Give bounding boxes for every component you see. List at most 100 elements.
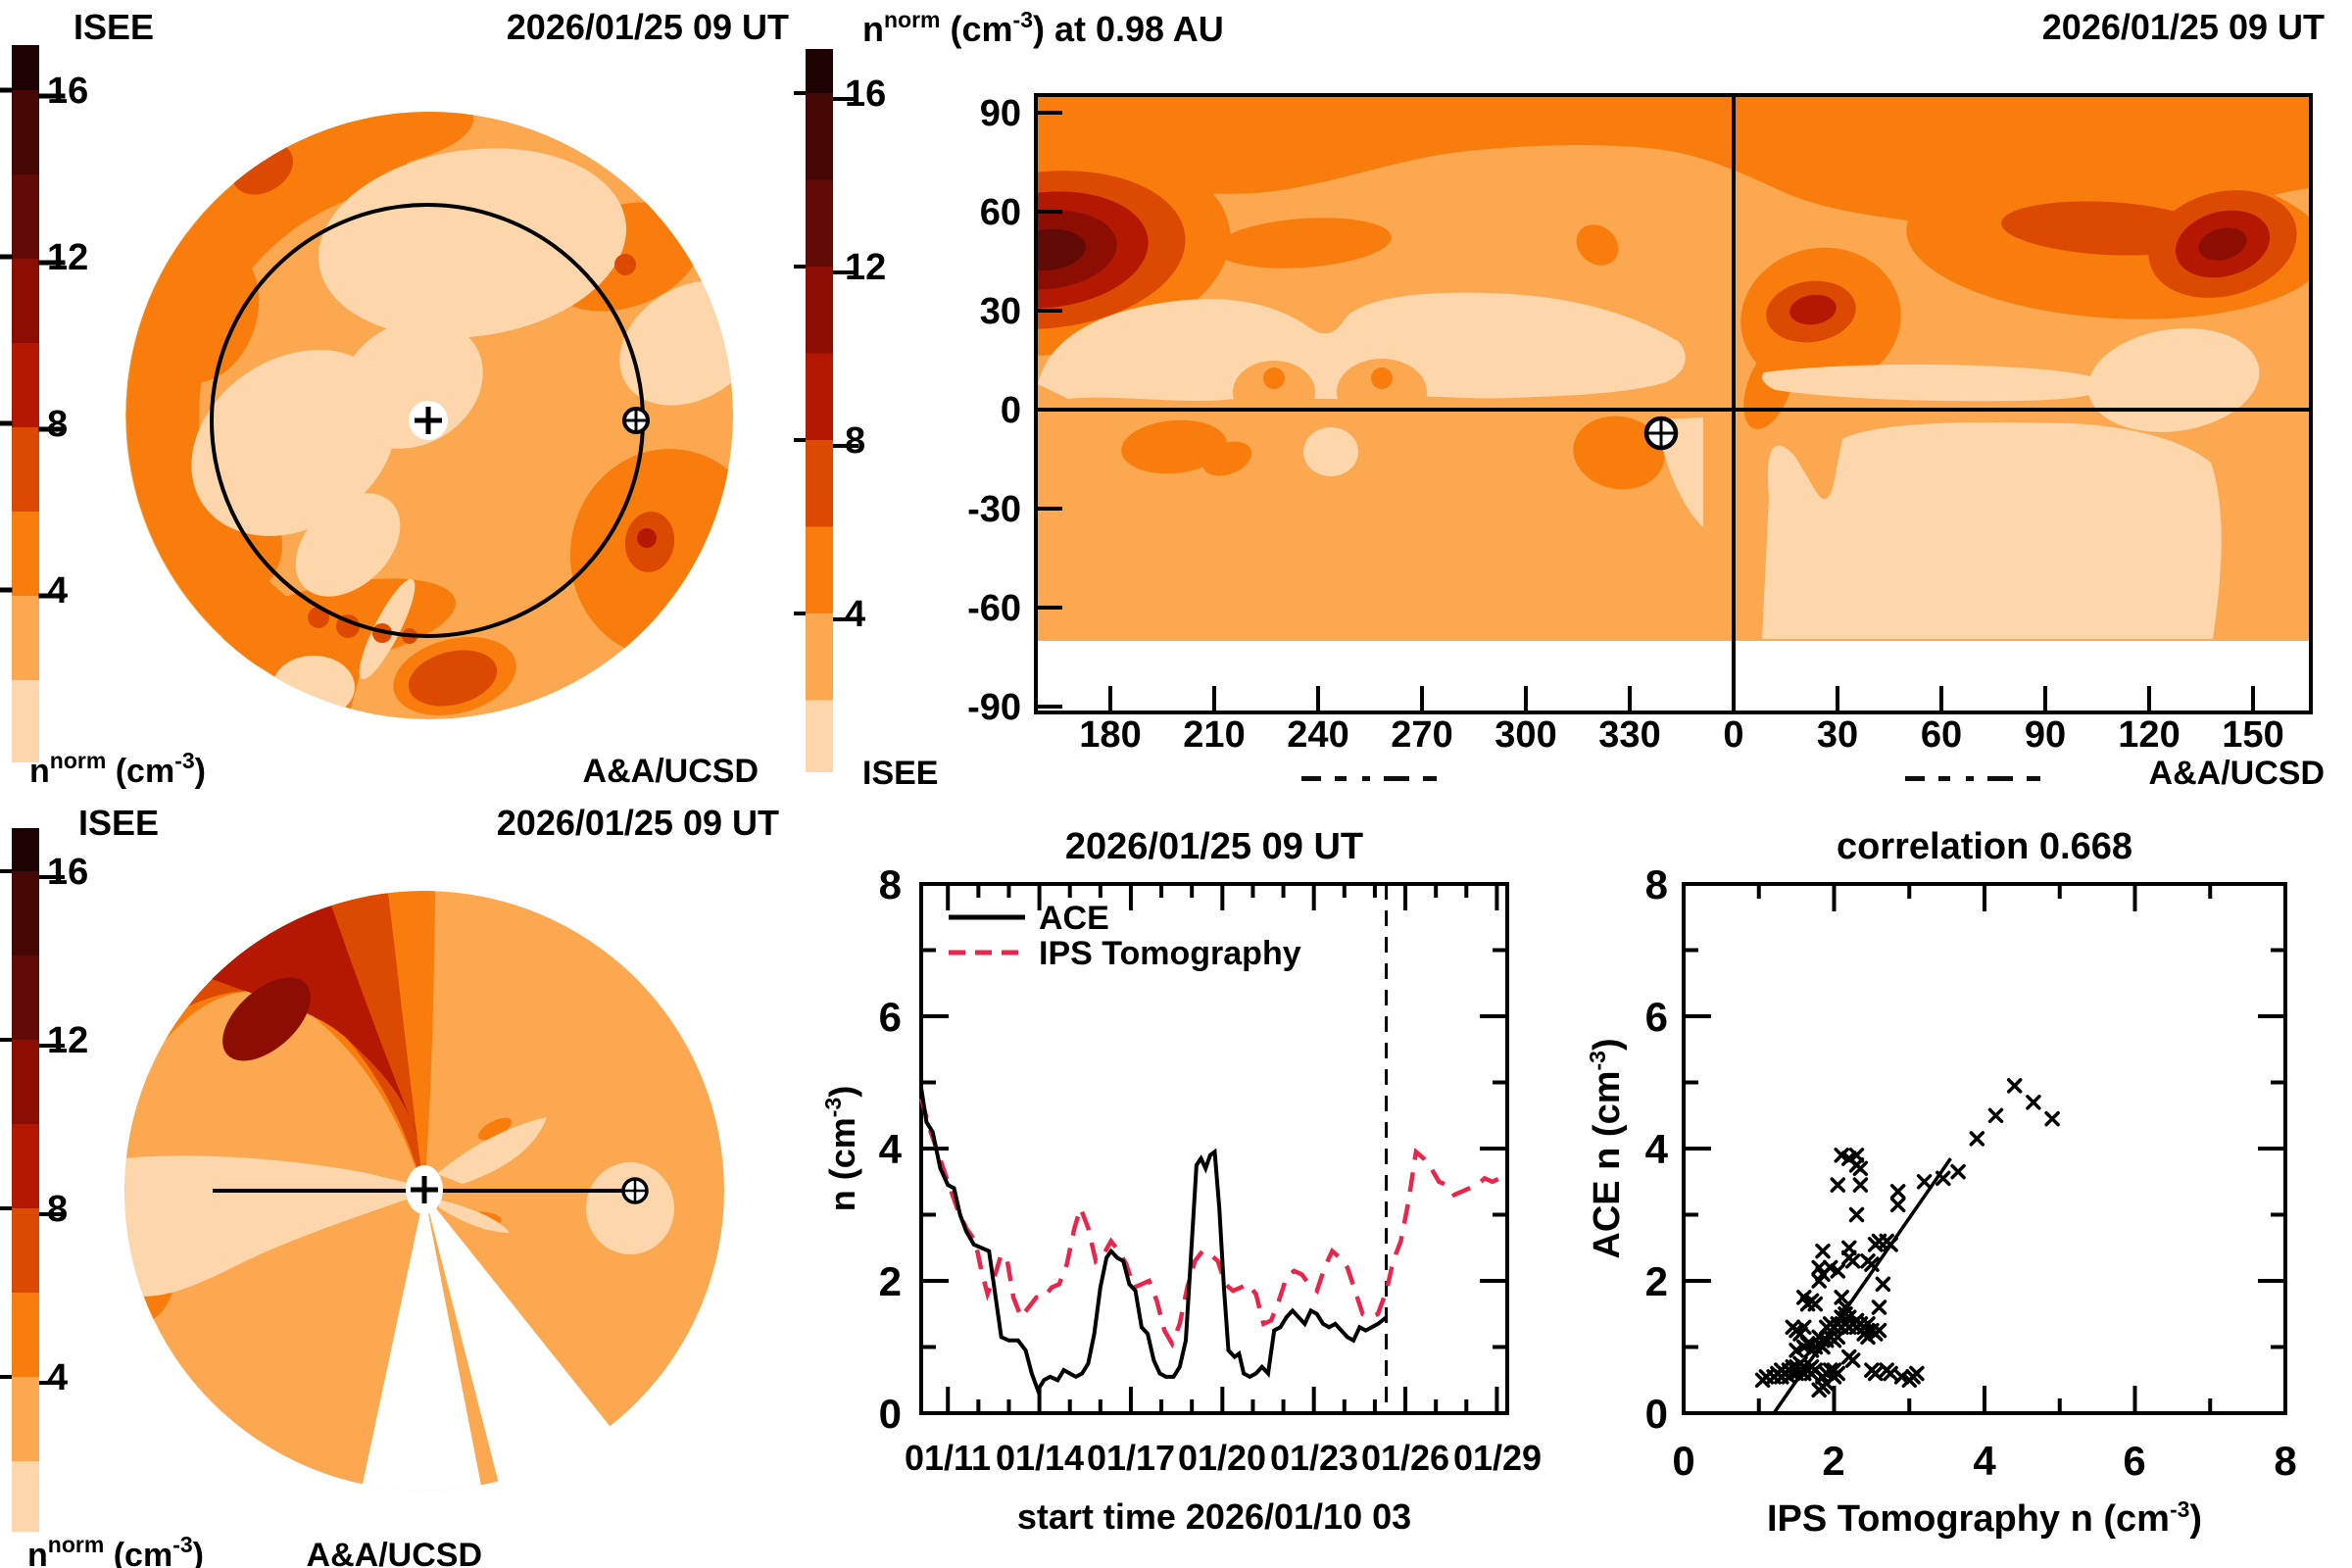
- contour-region: [191, 350, 397, 536]
- contour-region: [439, 1200, 510, 1233]
- colorbar-segment: [12, 343, 39, 427]
- colorbar-segment: [806, 526, 833, 613]
- x-tick-label: 300: [1494, 714, 1556, 756]
- colorbar-segment: [806, 49, 833, 93]
- colorbar-segment: [806, 93, 833, 180]
- contour-region: [1573, 416, 1665, 490]
- clipped-text-fragment-left: [1301, 776, 1437, 781]
- contour-region: [614, 254, 636, 275]
- ecliptic-credit: A&A/UCSD: [583, 753, 759, 790]
- contour-region: [1215, 218, 1392, 269]
- colorbar-tick-label: 8: [47, 404, 68, 445]
- contour-region: [308, 607, 329, 628]
- x-tick-label: 4: [1973, 1438, 1996, 1484]
- scatter-xlabel: IPS Tomography n (cm-3): [1767, 1496, 2202, 1540]
- y-tick-label: 2: [1645, 1258, 1668, 1304]
- x-tick-label: 330: [1598, 714, 1660, 756]
- x-tick-label: 01/17: [1087, 1438, 1175, 1478]
- scatter-tick-marks: [1682, 882, 2287, 1415]
- colorbar-segment: [12, 174, 39, 259]
- x-tick-label: 01/20: [1178, 1438, 1266, 1478]
- x-tick-label: 0: [1672, 1438, 1694, 1484]
- no-data-band: [1038, 641, 2309, 710]
- earth-cross-icon: [1646, 418, 1676, 448]
- contour-region: [1038, 228, 1086, 271]
- contour-region: [212, 906, 418, 1139]
- blanked-wedge: [424, 1194, 633, 1491]
- ecliptic-source-label: ISEE: [74, 7, 154, 47]
- colorbar-segment: [12, 512, 39, 596]
- x-tick-label: 180: [1079, 714, 1141, 756]
- colorbar-segment: [806, 613, 833, 701]
- x-tick-label: 8: [2274, 1438, 2296, 1484]
- colorbar-segment: [12, 828, 39, 871]
- contour-region: [1371, 368, 1393, 389]
- contour-region: [1789, 294, 1837, 325]
- colorbar-tick-label: 4: [47, 1357, 68, 1398]
- colorbar-ticks: [0, 87, 66, 599]
- y-tick-label: 0: [879, 1391, 902, 1437]
- colorbar-segment: [12, 1293, 39, 1377]
- colorbar-segment: [12, 1461, 39, 1532]
- carrington-contour-art: [1038, 97, 2309, 710]
- carrington-x-labels: 180 210 240 270 300 330 0 30 60 90 120 1…: [1079, 714, 2283, 756]
- scatter-x-labels: 0 2 4 6 8: [1672, 1438, 2296, 1484]
- earth-marker-map: [1643, 416, 1679, 451]
- contour-region: [408, 650, 498, 707]
- y-tick-label: 60: [980, 192, 1021, 233]
- y-tick-label: 8: [879, 861, 902, 907]
- colorbar-segment: [12, 427, 39, 512]
- colorbar-tick-label: 8: [47, 1189, 68, 1230]
- ecliptic-unit-label: nnorm (cm-3): [29, 748, 206, 790]
- map-frame: [1034, 93, 2313, 714]
- contour-region: [1576, 224, 1619, 266]
- timeseries-panel: 2026/01/25 09 UT ACE IPS Tomography 8 6 …: [820, 826, 1542, 1537]
- contour-region: [477, 1117, 513, 1141]
- x-tick-label: 240: [1287, 714, 1348, 756]
- colorbar-tick-label: 16: [47, 852, 88, 893]
- timeseries-ylabel: n (cm-3): [820, 1086, 862, 1211]
- meridional-source-label: ISEE: [78, 803, 159, 843]
- x-tick-label: 2: [1822, 1438, 1844, 1484]
- x-tick-label: 150: [2222, 714, 2283, 756]
- y-tick-label: -90: [967, 687, 1021, 728]
- ips-tomography-curve: [919, 1098, 1507, 1349]
- y-tick-label: 6: [879, 994, 902, 1040]
- contour-region: [272, 656, 355, 718]
- contour-region: [437, 1117, 547, 1184]
- colorbar-segment: [12, 680, 39, 762]
- timeseries-y-labels: 8 6 4 2 0: [879, 861, 903, 1437]
- timeseries-title: 2026/01/25 09 UT: [1065, 826, 1363, 867]
- y-tick-label: 90: [980, 93, 1021, 134]
- colorbar-segment: [12, 596, 39, 680]
- carrington-panel: 16 12 8 4 nnorm (cm-3) at 0.98 AU 2026/0…: [794, 7, 2325, 792]
- clipped-text-fragment-right: [1905, 776, 2040, 781]
- legend-label-ips: IPS Tomography: [1039, 935, 1301, 972]
- x-tick-label: 270: [1391, 714, 1452, 756]
- colorbar-tick-label: 4: [47, 570, 68, 612]
- colorbar-segment: [12, 259, 39, 343]
- y-tick-label: 0: [1645, 1391, 1668, 1437]
- colorbar-segment: [12, 90, 39, 174]
- earth-marker: [621, 1177, 649, 1204]
- y-tick-label: 4: [879, 1126, 903, 1172]
- x-tick-label: 120: [2118, 714, 2180, 756]
- contour-region: [637, 528, 657, 548]
- colorbar-ticks: [794, 91, 858, 621]
- x-tick-label: 01/11: [905, 1438, 991, 1478]
- carrington-y-labels: 90 60 30 0 -30 -60 -90: [967, 93, 1021, 728]
- scatter-data-points: [1754, 1078, 2060, 1398]
- y-tick-label: 6: [1645, 994, 1668, 1040]
- ecliptic-timestamp: 2026/01/25 09 UT: [507, 7, 789, 47]
- colorbar-tick-label: 12: [47, 237, 88, 278]
- meridional-panel: 16 12 8 4 ISEE 2026/01/25 09 UT nnorm (c…: [0, 803, 779, 1568]
- sun-plus-icon: [411, 1176, 438, 1203]
- colorbar-segment: [806, 179, 833, 267]
- colorbar-segment: [12, 1377, 39, 1461]
- colorbar-segment: [806, 353, 833, 440]
- contour-region: [2087, 328, 2260, 432]
- timeseries-x-labels: 01/11 01/14 01/17 01/20 01/23 01/26 01/2…: [905, 1438, 1542, 1478]
- sun-plus-icon: [415, 407, 442, 434]
- y-tick-label: -30: [967, 489, 1021, 530]
- ecliptic-colorbar: 16 12 8 4: [0, 45, 88, 762]
